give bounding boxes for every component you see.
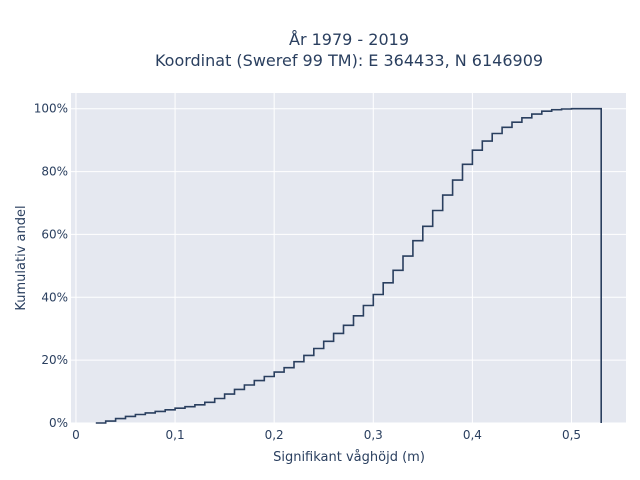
y-tick-label: 80% <box>41 165 68 179</box>
x-tick-label: 0,4 <box>463 428 482 442</box>
y-tick-label: 100% <box>34 102 68 116</box>
x-axis-title: Signifikant våghöjd (m) <box>273 450 425 465</box>
x-tick-label: 0,2 <box>265 428 284 442</box>
tick-labels: 0 0,1 0,2 0,3 0,4 0,5 0% 20% 40% 60% 80% 100% <box>34 102 581 442</box>
plot-area <box>71 93 626 423</box>
chart-title-line2: Koordinat (Sweref 99 TM): E 364433, N 61… <box>155 51 543 70</box>
x-tick-label: 0,5 <box>562 428 581 442</box>
x-tick-label: 0,3 <box>364 428 383 442</box>
y-tick-label: 60% <box>41 227 68 241</box>
y-axis-title: Kumulativ andel <box>14 205 29 310</box>
x-tick-label: 0 <box>72 428 80 442</box>
cdf-step-line <box>95 107 602 424</box>
chart-title-line1: År 1979 - 2019 <box>289 30 409 49</box>
y-tick-label: 40% <box>41 290 68 304</box>
y-tick-label: 20% <box>41 353 68 367</box>
y-tick-label: 0% <box>49 416 68 430</box>
x-tick-label: 0,1 <box>166 428 185 442</box>
grid-lines <box>71 93 626 424</box>
